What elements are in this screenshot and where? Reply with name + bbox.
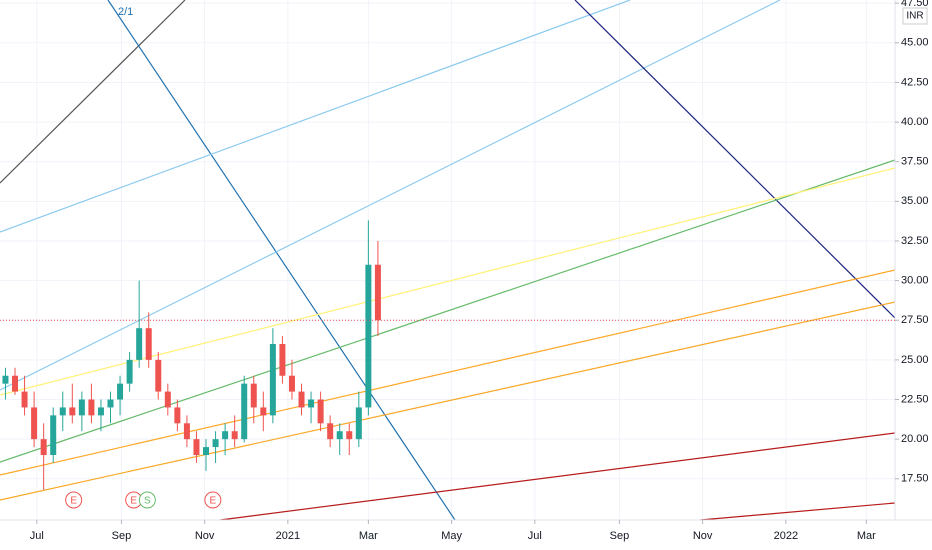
- event-label: E: [70, 496, 77, 507]
- candle-body: [107, 399, 114, 408]
- trend-line: [0, 0, 186, 184]
- drawings: [0, 0, 896, 521]
- candle-body: [279, 344, 286, 376]
- candle-body: [59, 407, 66, 416]
- y-tick-label: 40.00: [901, 116, 929, 128]
- y-tick-label: 30.00: [901, 275, 929, 287]
- candle-body: [212, 439, 219, 448]
- event-label: S: [144, 496, 151, 507]
- x-tick-label: Jul: [30, 530, 44, 542]
- candle-body: [97, 407, 104, 416]
- candle-body: [193, 439, 200, 455]
- candle-body: [346, 431, 353, 440]
- candle-body: [317, 399, 324, 424]
- candle-body: [222, 431, 229, 440]
- trend-line: [0, 269, 896, 476]
- event-marker: [204, 491, 222, 509]
- currency-label: INR: [906, 11, 923, 22]
- candle-body: [126, 359, 133, 384]
- y-tick-label: 20.00: [901, 433, 929, 445]
- candle-body: [336, 431, 343, 440]
- y-tick-label: 45.00: [901, 37, 929, 49]
- y-tick-label: 35.00: [901, 195, 929, 207]
- y-tick-label: 37.50: [901, 156, 929, 168]
- currency-box: [902, 7, 928, 25]
- x-tick-label: 2022: [774, 530, 798, 542]
- candle-body: [164, 391, 171, 408]
- candle-body: [365, 264, 372, 408]
- candle-body: [203, 447, 210, 455]
- trend-line: [0, 0, 781, 391]
- annotation: 2/1: [118, 6, 133, 18]
- candle-body: [260, 407, 267, 416]
- y-tick-label: 27.50: [901, 314, 929, 326]
- candle-body: [40, 439, 47, 455]
- candle-body: [88, 399, 95, 416]
- candle-body: [250, 383, 257, 408]
- x-tick-label: Nov: [195, 530, 215, 542]
- x-tick-label: May: [441, 530, 462, 542]
- x-tick-label: Sep: [610, 530, 630, 542]
- candle-body: [2, 375, 9, 384]
- trend-line: [574, 0, 896, 319]
- candle-body: [288, 375, 295, 392]
- candle-body: [174, 407, 181, 424]
- candle-body: [183, 423, 190, 440]
- trend-line: [219, 432, 896, 521]
- y-tick-label: 25.00: [901, 354, 929, 366]
- x-tick-label: 2021: [276, 530, 300, 542]
- candle-body: [31, 407, 38, 440]
- y-tick-label: 22.50: [901, 393, 929, 405]
- x-tick-label: Mar: [857, 530, 876, 542]
- y-tick-label: 47.50: [901, 0, 929, 9]
- candle-body: [136, 328, 143, 360]
- candle-body: [155, 359, 162, 392]
- candle-body: [374, 264, 381, 321]
- trend-line: [0, 159, 896, 463]
- candle-body: [117, 383, 124, 400]
- candle-body: [327, 423, 334, 440]
- candle-body: [50, 415, 57, 455]
- event-label: E: [130, 496, 137, 507]
- candle-body: [241, 383, 248, 440]
- x-tick-label: Mar: [359, 530, 378, 542]
- candle-body: [12, 375, 19, 392]
- trend-line: [107, 0, 456, 521]
- candle-body: [355, 407, 362, 440]
- trend-line: [0, 167, 896, 396]
- x-tick-label: Jul: [528, 530, 542, 542]
- event-label: E: [209, 496, 216, 507]
- candle-body: [231, 431, 238, 440]
- event-marker: [65, 491, 83, 509]
- candle-body: [145, 328, 152, 360]
- y-tick-label: 32.50: [901, 235, 929, 247]
- trend-line: [0, 0, 631, 233]
- x-tick-label: Nov: [693, 530, 713, 542]
- y-tick-label: 42.50: [901, 76, 929, 88]
- candle-body: [78, 399, 85, 416]
- trend-line: [699, 502, 896, 521]
- candle-body: [69, 407, 76, 416]
- candle-body: [21, 391, 28, 408]
- event-marker: [138, 491, 156, 509]
- candle-body: [308, 399, 315, 408]
- x-tick-label: Sep: [112, 530, 132, 542]
- candle-body: [269, 344, 276, 416]
- candle-body: [298, 391, 305, 408]
- y-tick-label: 17.50: [901, 473, 929, 485]
- trend-line: [0, 301, 896, 501]
